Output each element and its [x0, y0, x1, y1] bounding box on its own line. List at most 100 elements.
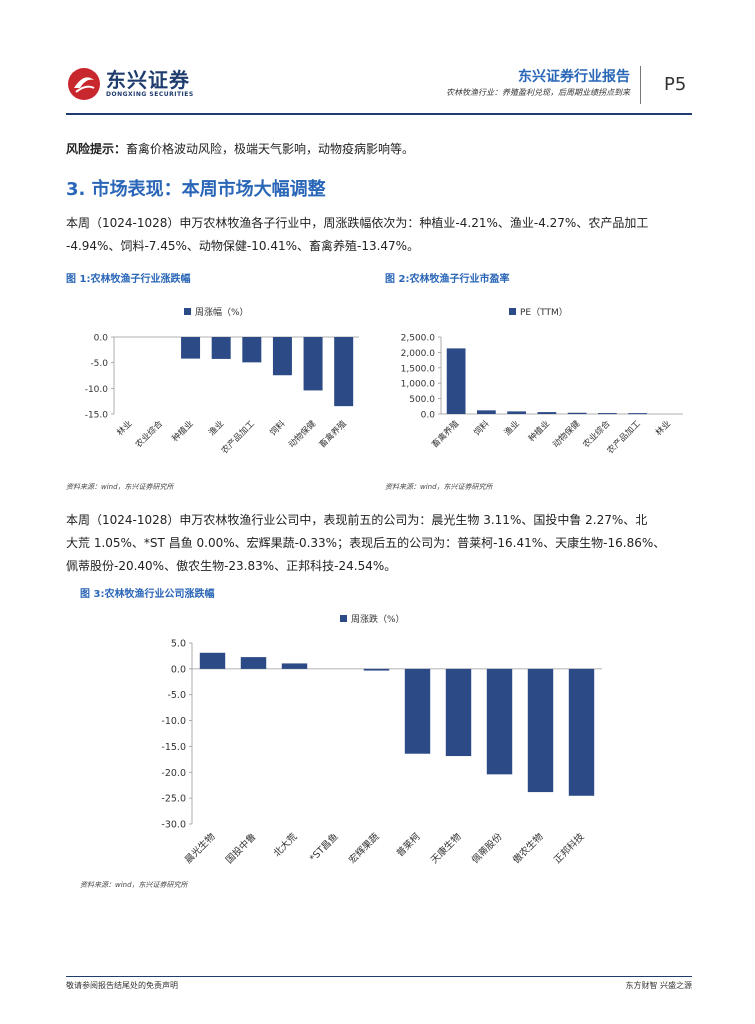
bar: [242, 337, 262, 363]
footer-slogan: 东方财智 兴盛之源: [625, 981, 692, 990]
chart-2: PE（TTM） 2,500.0 2,000.0 1,500.0 1,000.0 500.0…: [401, 307, 683, 456]
paragraph-2-line: 大荒 1.05%、*ST 昌鱼 0.00%、宏辉果蔬-0.33%；表现后五的公司…: [66, 536, 666, 550]
bar: [507, 411, 527, 414]
chart-1: 周涨幅（%） 0.0 -5.0 -10.0 -15.0 林业 农业综合 种植业 渔业农产品加工饲…: [85, 306, 359, 456]
bar: [240, 657, 267, 669]
category-label: 林业: [115, 418, 135, 438]
category-label: 佩蒂股份: [469, 830, 505, 866]
category-label: 饲料: [472, 418, 492, 438]
bar: [567, 412, 587, 414]
header-divider: [640, 66, 641, 104]
y-tick-label: 5.0: [171, 639, 186, 650]
category-label: 畜禽养殖: [317, 418, 349, 450]
chart-3: 周涨跌（%） 5.0 0.0 -5.0 -10.0 -15.0 -20.0 -25.0 -30.…: [161, 614, 602, 866]
paragraph-1-line: -4.94%、饲料-7.45%、动物保健-10.41%、畜禽养殖-13.47%。: [66, 239, 420, 253]
bar: [537, 412, 557, 414]
y-tick-label: -10.0: [85, 385, 109, 395]
bar: [628, 413, 648, 415]
report-title: 东兴证券行业报告: [518, 69, 630, 85]
y-tick-label: -15.0: [85, 411, 109, 421]
footer-disclaimer: 敬请参阅报告结尾处的免责声明: [66, 981, 178, 990]
category-label: 渔业: [502, 418, 522, 438]
y-tick-label: -20.0: [161, 768, 186, 779]
category-label: 普莱柯: [394, 830, 423, 859]
page-number: P5: [664, 74, 687, 95]
y-tick-label: 2,000.0: [401, 349, 436, 359]
legend-swatch: [509, 308, 516, 315]
figure-2-source: 资料来源：wind，东兴证券研究所: [385, 483, 493, 491]
y-tick-label: 500.0: [409, 395, 435, 405]
category-label: 渔业: [206, 418, 226, 438]
risk-text: 畜禽价格波动风险，极端天气影响，动物疫病影响等。: [126, 142, 415, 156]
category-label: 正邦科技: [551, 830, 587, 866]
y-tick-label: -15.0: [161, 742, 186, 753]
legend-swatch: [340, 615, 347, 622]
header-rule: [66, 113, 692, 115]
category-label: 国投中鲁: [223, 831, 258, 866]
brand-name-en: DONGXING SECURITIES: [106, 91, 194, 98]
y-tick-label: -10.0: [161, 716, 186, 727]
bar: [446, 348, 466, 414]
risk-note: 风险提示：畜禽价格波动风险，极端天气影响，动物疫病影响等。: [66, 140, 414, 157]
category-label: 宏辉果蔬: [346, 830, 382, 866]
y-tick-label: 0.0: [94, 334, 109, 344]
category-label: 饲料: [268, 418, 288, 438]
paragraph-2-line: 佩蒂股份-20.40%、傲农生物-23.83%、正邦科技-24.54%。: [66, 559, 397, 573]
category-label: 晨光生物: [182, 830, 218, 866]
bar: [568, 668, 595, 796]
category-label: 动物保健: [286, 418, 318, 450]
figure-1-title: 图 1:农林牧渔子行业涨跌幅: [66, 274, 191, 285]
legend-label: 周涨幅（%）: [195, 306, 249, 318]
y-tick-label: -25.0: [161, 794, 186, 805]
bar: [211, 337, 231, 359]
figure-3-title: 图 3:农林牧渔行业公司涨跌幅: [80, 589, 215, 600]
category-label: 种植业: [170, 418, 196, 444]
figure-1-source: 资料来源：wind，东兴证券研究所: [66, 483, 174, 491]
y-tick-label: 2,500.0: [401, 334, 436, 344]
paragraph-2-line: 本周（1024-1028）申万农林牧渔行业公司中，表现前五的公司为：晨光生物 3…: [66, 513, 648, 527]
legend-label: PE（TTM）: [520, 307, 568, 318]
category-label: 农业综合: [133, 418, 165, 450]
bar: [181, 337, 201, 359]
company-logo: [68, 68, 100, 100]
figure-2-title: 图 2:农林牧渔子行业市盈率: [385, 274, 510, 285]
y-tick-label: 1,000.0: [401, 380, 436, 390]
category-label: 动物保健: [550, 418, 582, 450]
category-label: 畜禽养殖: [429, 418, 461, 450]
y-tick-label: -30.0: [161, 820, 186, 831]
bar: [486, 668, 513, 775]
y-tick-label: -5.0: [167, 690, 186, 701]
legend-swatch: [184, 308, 191, 315]
category-label: 农产品加工: [219, 418, 257, 456]
paragraph-1-line: 本周（1024-1028）申万农林牧渔各子行业中，周涨跌幅依次为：种植业-4.2…: [66, 216, 649, 230]
bar: [445, 668, 472, 757]
report-subtitle: 农林牧渔行业：养殖盈利兑现，后周期业绩拐点到来: [446, 88, 630, 97]
y-tick-label: -5.0: [90, 359, 108, 369]
category-label: 种植业: [526, 418, 552, 444]
bar: [272, 337, 292, 376]
brand-name: 东兴证券: [106, 68, 190, 92]
category-label: 农产品加工: [605, 418, 643, 456]
bar: [597, 413, 617, 415]
bar: [527, 668, 554, 793]
section-title: 3. 市场表现：本周市场大幅调整: [66, 179, 326, 200]
category-label: *ST昌鱼: [307, 831, 341, 865]
y-tick-label: 0.0: [171, 664, 186, 675]
paragraph-1: 本周（1024-1028）申万农林牧渔各子行业中，周涨跌幅依次为：种植业-4.2…: [66, 212, 691, 258]
category-label: 傲农生物: [510, 830, 546, 866]
y-tick-label: 0.0: [421, 411, 436, 421]
bar: [303, 337, 323, 391]
category-label: 林业: [653, 418, 673, 438]
bar: [199, 652, 226, 669]
footer-rule: [66, 976, 692, 977]
bar: [334, 337, 354, 407]
bar: [363, 668, 390, 671]
legend-label: 周涨跌（%）: [351, 614, 405, 625]
category-label: 北大荒: [271, 830, 300, 859]
paragraph-2: 本周（1024-1028）申万农林牧渔行业公司中，表现前五的公司为：晨光生物 3…: [66, 509, 691, 578]
y-tick-label: 1,500.0: [401, 364, 436, 374]
figure-3-source: 资料来源：wind，东兴证券研究所: [80, 881, 188, 889]
bar: [476, 410, 496, 414]
bar: [281, 663, 308, 669]
risk-label: 风险提示：: [66, 142, 127, 156]
